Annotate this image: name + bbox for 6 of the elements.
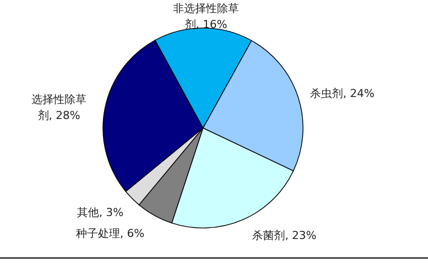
slice-label: 种子处理, 6% <box>76 226 146 242</box>
slice-label: 杀菌剂, 23% <box>252 228 318 244</box>
slice-label: 选择性除草剂, 28% <box>30 92 88 124</box>
slice-label: 其他, 3% <box>77 205 124 221</box>
slice-label: 非选择性除草剂, 16% <box>172 1 240 33</box>
slice-label: 杀虫剂, 24% <box>310 86 376 102</box>
